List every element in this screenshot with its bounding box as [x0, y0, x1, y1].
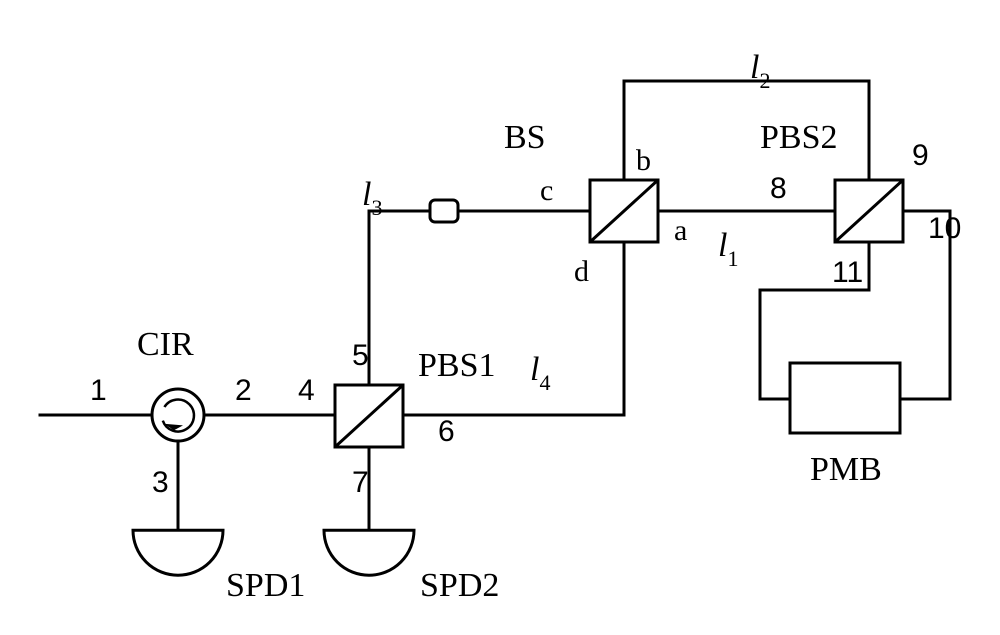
label-pmb: PMB — [810, 451, 882, 488]
port-label-6: 6 — [438, 415, 455, 448]
port-label-a: a — [674, 214, 687, 247]
port-label-3: 3 — [152, 466, 169, 499]
port-label-4: 4 — [298, 374, 315, 407]
label-cir: CIR — [137, 326, 194, 363]
port-label-10: 10 — [928, 212, 961, 245]
port-label-2: 2 — [235, 374, 252, 407]
pmb — [790, 363, 900, 433]
port-label-5: 5 — [352, 339, 369, 372]
port-label-d: d — [574, 255, 589, 288]
label-pbs2: PBS2 — [760, 119, 838, 156]
port-label-1: 1 — [90, 374, 107, 407]
label-pbs1: PBS1 — [418, 347, 496, 384]
port-label-8: 8 — [770, 172, 787, 205]
port-label-9: 9 — [912, 139, 929, 172]
label-spd1: SPD1 — [226, 567, 305, 604]
label-bs: BS — [504, 119, 546, 156]
label-spd2: SPD2 — [420, 567, 499, 604]
inline-component — [430, 200, 458, 222]
port-label-c: c — [540, 174, 553, 207]
port-label-11: 11 — [832, 256, 863, 289]
port-label-b: b — [636, 144, 651, 177]
circulator — [152, 389, 204, 441]
optics-schematic: CIR PBS1 BS PBS2 SPD1 SPD2 PMB 1 2 3 4 5 6 7 8 9 10 11 a b c… — [0, 0, 1000, 635]
port-label-7: 7 — [352, 466, 369, 499]
